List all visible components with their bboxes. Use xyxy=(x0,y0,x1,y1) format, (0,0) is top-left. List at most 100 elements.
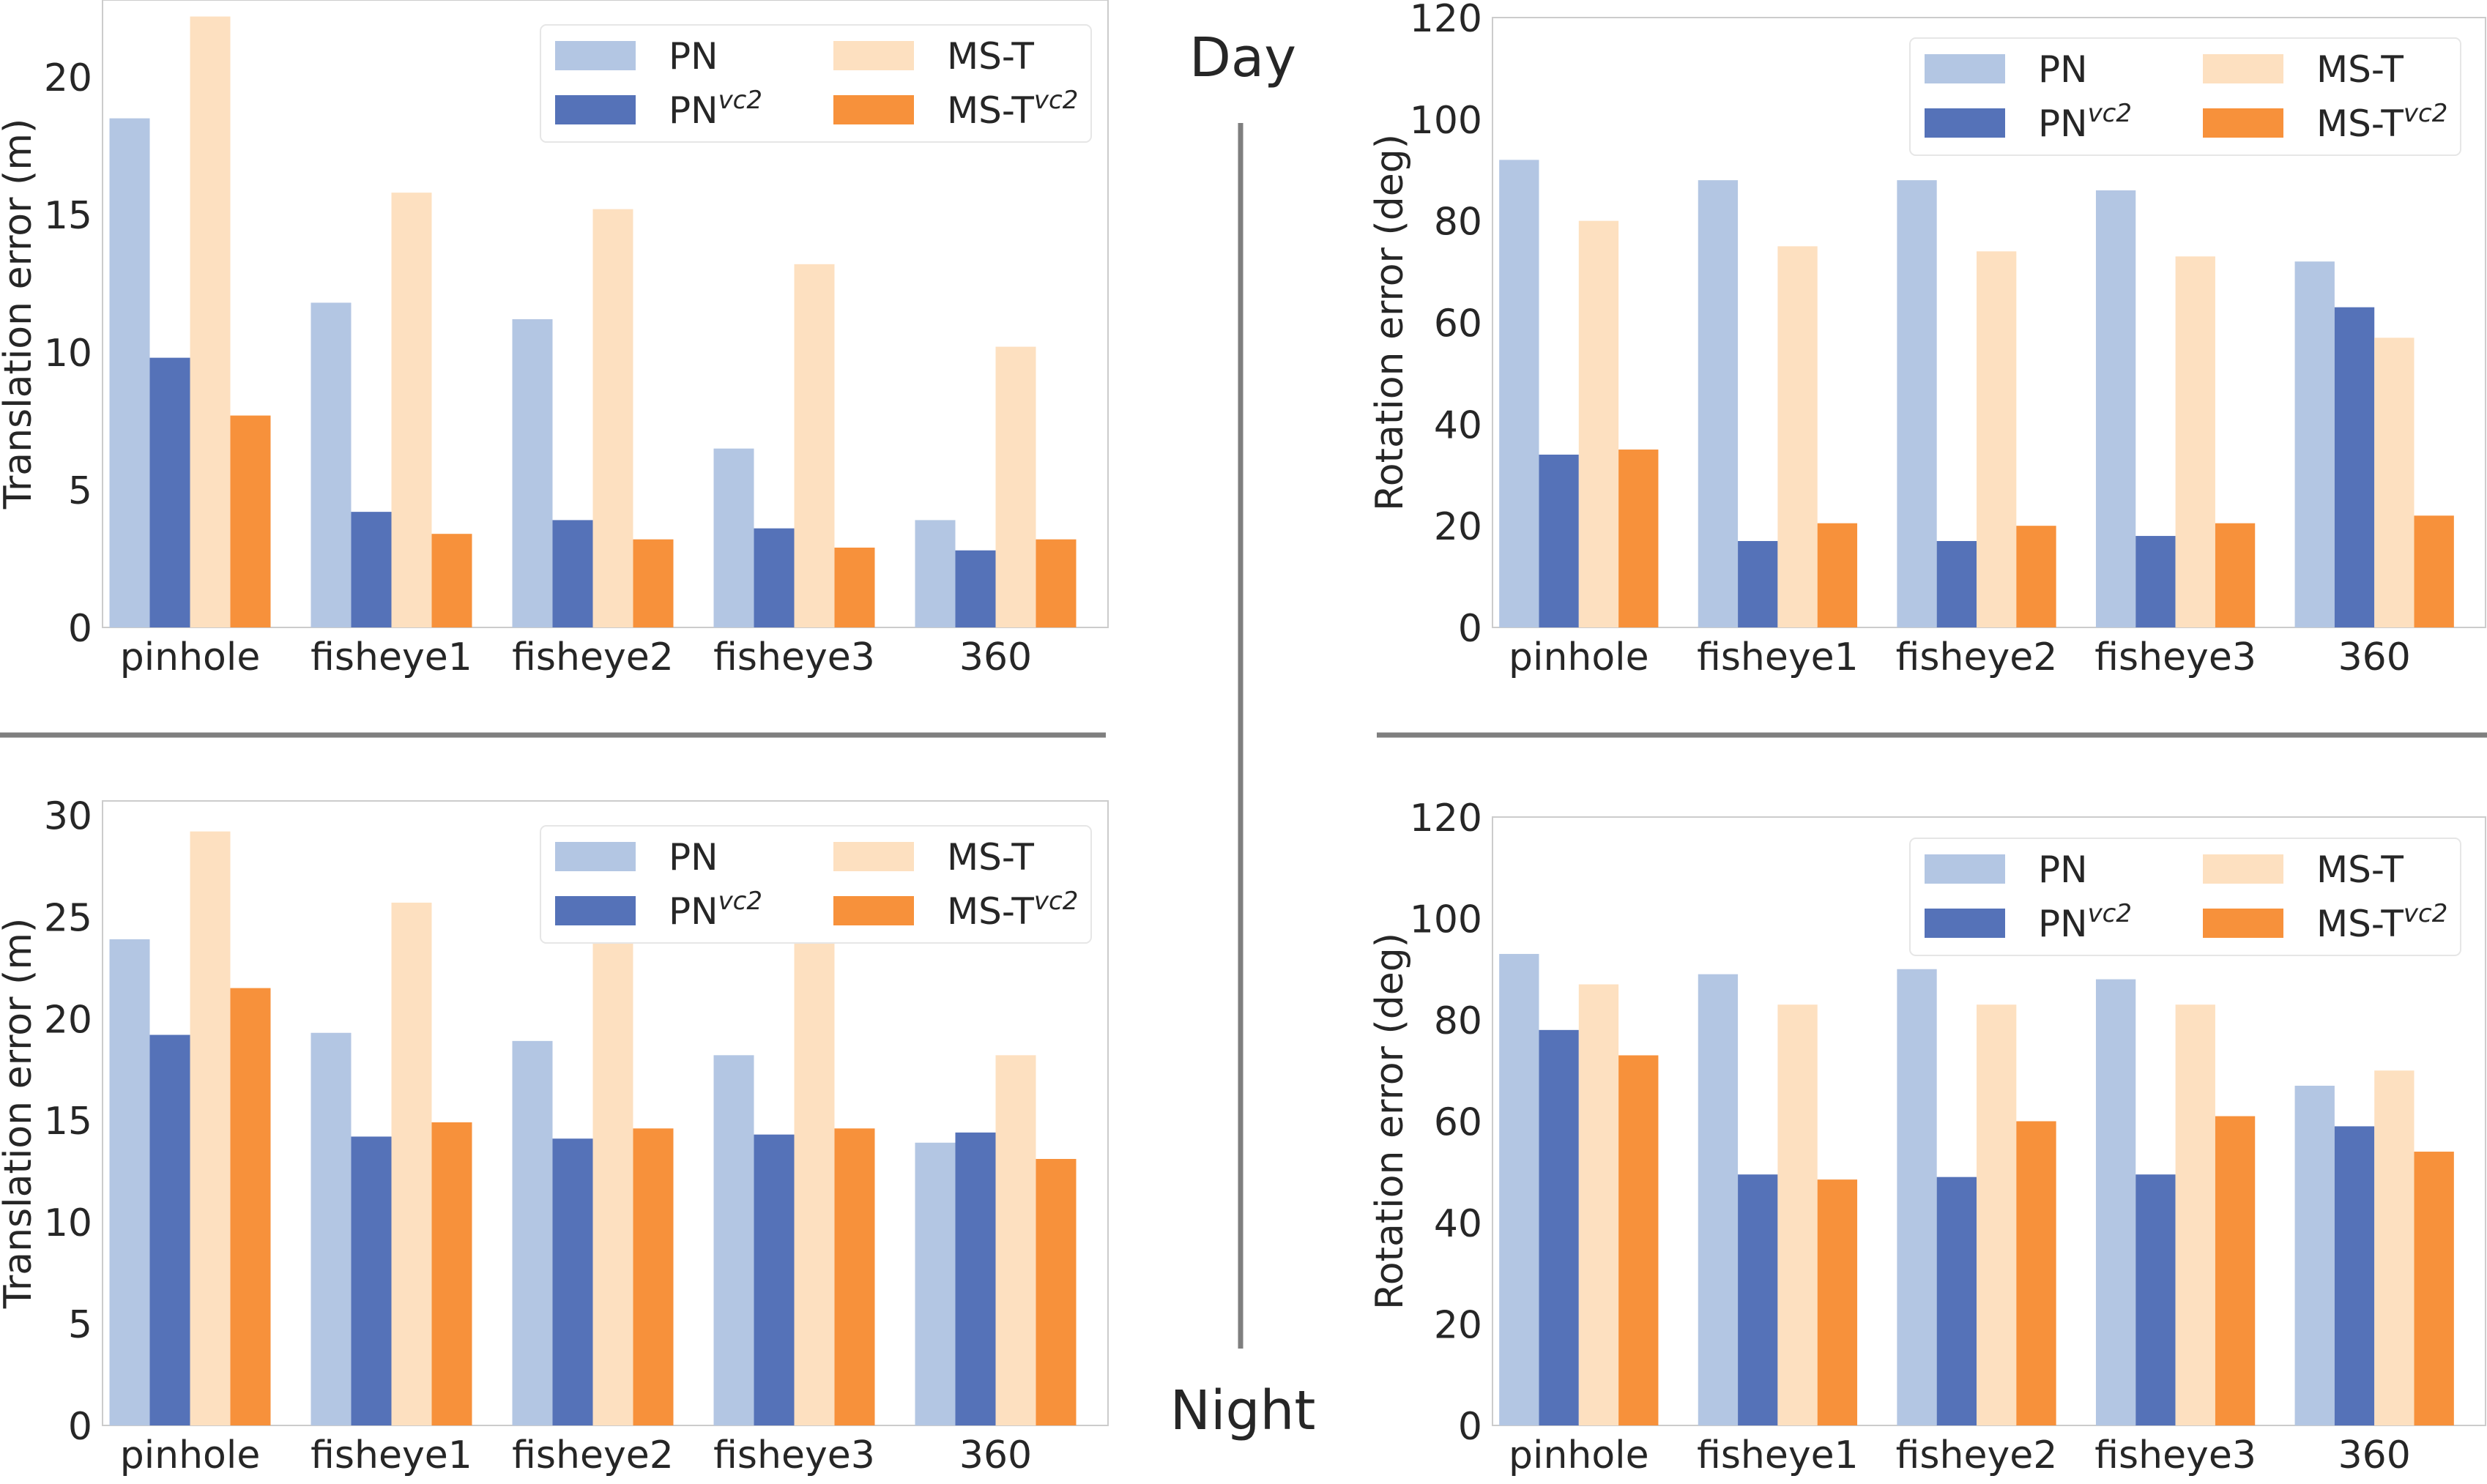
y-tick-label: 0 xyxy=(68,1405,92,1449)
bar-PN_vc2-pinhole xyxy=(149,357,190,627)
night-label: Night xyxy=(1170,1379,1316,1442)
legend: PN MS-T PNvc2 MS-Tvc2 xyxy=(1909,838,2461,956)
legend-label-MS_T_vc2: MS-Tvc2 xyxy=(2316,899,2447,945)
bar-MS_T-pinhole xyxy=(1578,220,1619,628)
x-tick-label: fisheye1 xyxy=(311,635,472,679)
x-tick-label: fisheye2 xyxy=(1896,635,2058,679)
bar-MS_T_vc2-fisheye3 xyxy=(834,547,875,627)
bar-PN_vc2-fisheye3 xyxy=(754,528,795,627)
legend-label-PN_vc2: PNvc2 xyxy=(2038,899,2132,945)
legend-label-MS_T_vc2: MS-Tvc2 xyxy=(947,86,1078,132)
y-tick-label: 40 xyxy=(1434,1202,1482,1246)
bar-MS_T-fisheye2 xyxy=(1977,1004,2017,1425)
bar-PN-fisheye2 xyxy=(1897,180,1937,628)
legend-swatch-PN_vc2 xyxy=(555,896,636,925)
bar-MS_T_vc2-fisheye1 xyxy=(431,1122,472,1425)
legend-label-MS_T: MS-T xyxy=(947,836,1034,879)
bar-PN-fisheye3 xyxy=(2095,979,2136,1425)
y-tick-label: 0 xyxy=(68,607,92,651)
legend-swatch-MS_T xyxy=(2203,854,2283,884)
y-tick-label: 60 xyxy=(1434,1101,1482,1145)
x-tick-label: fisheye3 xyxy=(713,635,875,679)
x-tick-label: 360 xyxy=(2338,635,2411,679)
bar-PN_vc2-fisheye1 xyxy=(351,1136,392,1425)
y-axis-label: Rotation error (deg) xyxy=(1368,134,1412,511)
legend-label-MS_T: MS-T xyxy=(2316,48,2404,91)
legend: PN MS-T PNvc2 MS-Tvc2 xyxy=(1909,37,2461,156)
y-tick-label: 120 xyxy=(1410,0,1482,41)
y-tick-label: 15 xyxy=(44,1100,92,1144)
bar-MS_T_vc2-360 xyxy=(1036,539,1077,627)
y-tick-label: 5 xyxy=(68,469,92,513)
bar-PN_vc2-360 xyxy=(955,1132,996,1425)
bar-PN-360 xyxy=(915,1142,956,1425)
bar-PN-fisheye2 xyxy=(1897,969,1937,1425)
x-tick-label: fisheye3 xyxy=(2094,1433,2256,1477)
bar-PN-pinhole xyxy=(109,118,150,627)
y-tick-label: 100 xyxy=(1410,898,1482,942)
x-tick-label: pinhole xyxy=(1509,635,1649,679)
y-tick-label: 60 xyxy=(1434,302,1482,346)
bar-MS_T-fisheye3 xyxy=(2175,256,2215,627)
bar-MS_T-pinhole xyxy=(190,831,231,1425)
bar-MS_T-fisheye1 xyxy=(391,193,432,628)
legend-label-MS_T_vc2: MS-Tvc2 xyxy=(2316,99,2447,145)
bar-MS_T-360 xyxy=(2374,1070,2414,1425)
y-axis-label: Translation error (m) xyxy=(0,119,40,510)
legend-swatch-PN_vc2 xyxy=(1925,909,2005,938)
y-tick-label: 5 xyxy=(68,1303,92,1347)
bar-MS_T-fisheye2 xyxy=(1977,251,2017,628)
legend-swatch-PN xyxy=(555,842,636,871)
bar-MS_T_vc2-360 xyxy=(2414,515,2454,627)
bar-PN_vc2-fisheye2 xyxy=(1936,1177,1977,1425)
y-axis-label: Translation error (m) xyxy=(0,918,40,1310)
bar-MS_T_vc2-fisheye1 xyxy=(1817,523,1858,627)
y-axis-label: Rotation error (deg) xyxy=(1368,933,1412,1310)
x-tick-label: fisheye1 xyxy=(1697,635,1859,679)
legend: PN MS-T PNvc2 MS-Tvc2 xyxy=(540,24,1092,143)
x-tick-label: 360 xyxy=(959,1433,1032,1477)
legend-frame xyxy=(1909,838,2461,956)
legend-swatch-PN xyxy=(1925,854,2005,884)
bar-PN-pinhole xyxy=(1499,160,1539,627)
y-tick-label: 80 xyxy=(1434,201,1482,245)
legend-swatch-MS_T xyxy=(2203,54,2283,83)
y-tick-label: 20 xyxy=(1434,1304,1482,1348)
bar-MS_T_vc2-fisheye3 xyxy=(834,1128,875,1425)
bar-PN_vc2-fisheye3 xyxy=(754,1134,795,1425)
x-tick-label: 360 xyxy=(959,635,1032,679)
bar-MS_T-fisheye3 xyxy=(2175,1004,2215,1425)
bar-PN_vc2-fisheye2 xyxy=(1936,540,1977,627)
x-tick-label: fisheye2 xyxy=(1896,1433,2058,1477)
y-tick-label: 30 xyxy=(44,794,92,838)
bar-PN-fisheye1 xyxy=(1698,974,1739,1425)
legend-frame xyxy=(540,24,1092,143)
x-tick-label: fisheye3 xyxy=(713,1433,875,1477)
bar-PN_vc2-fisheye1 xyxy=(351,512,392,627)
x-tick-label: fisheye2 xyxy=(512,635,674,679)
bar-PN_vc2-360 xyxy=(955,550,996,627)
y-tick-label: 120 xyxy=(1410,797,1482,840)
legend-swatch-PN_vc2 xyxy=(555,95,636,124)
legend: PN MS-T PNvc2 MS-Tvc2 xyxy=(540,825,1092,944)
legend-label-PN_vc2: PNvc2 xyxy=(669,86,762,132)
legend-swatch-MS_T_vc2 xyxy=(833,95,914,124)
legend-label-PN_vc2: PNvc2 xyxy=(669,887,762,933)
bar-PN_vc2-pinhole xyxy=(1539,454,1579,627)
legend-swatch-PN_vc2 xyxy=(1925,108,2005,138)
y-tick-label: 10 xyxy=(44,332,92,376)
bar-PN_vc2-fisheye3 xyxy=(2135,1174,2176,1425)
bar-MS_T_vc2-fisheye3 xyxy=(2215,523,2256,627)
bar-MS_T-fisheye2 xyxy=(592,941,633,1425)
y-tick-label: 0 xyxy=(1458,1405,1482,1449)
legend-swatch-PN xyxy=(1925,54,2005,83)
bar-PN-fisheye1 xyxy=(311,1032,352,1425)
y-tick-label: 80 xyxy=(1434,999,1482,1043)
day-label: Day xyxy=(1189,26,1296,89)
bar-PN-fisheye3 xyxy=(713,1055,754,1425)
bar-MS_T-fisheye3 xyxy=(794,264,835,627)
bar-MS_T_vc2-fisheye1 xyxy=(1817,1179,1858,1425)
y-tick-label: 20 xyxy=(1434,505,1482,549)
y-tick-label: 0 xyxy=(1458,607,1482,651)
